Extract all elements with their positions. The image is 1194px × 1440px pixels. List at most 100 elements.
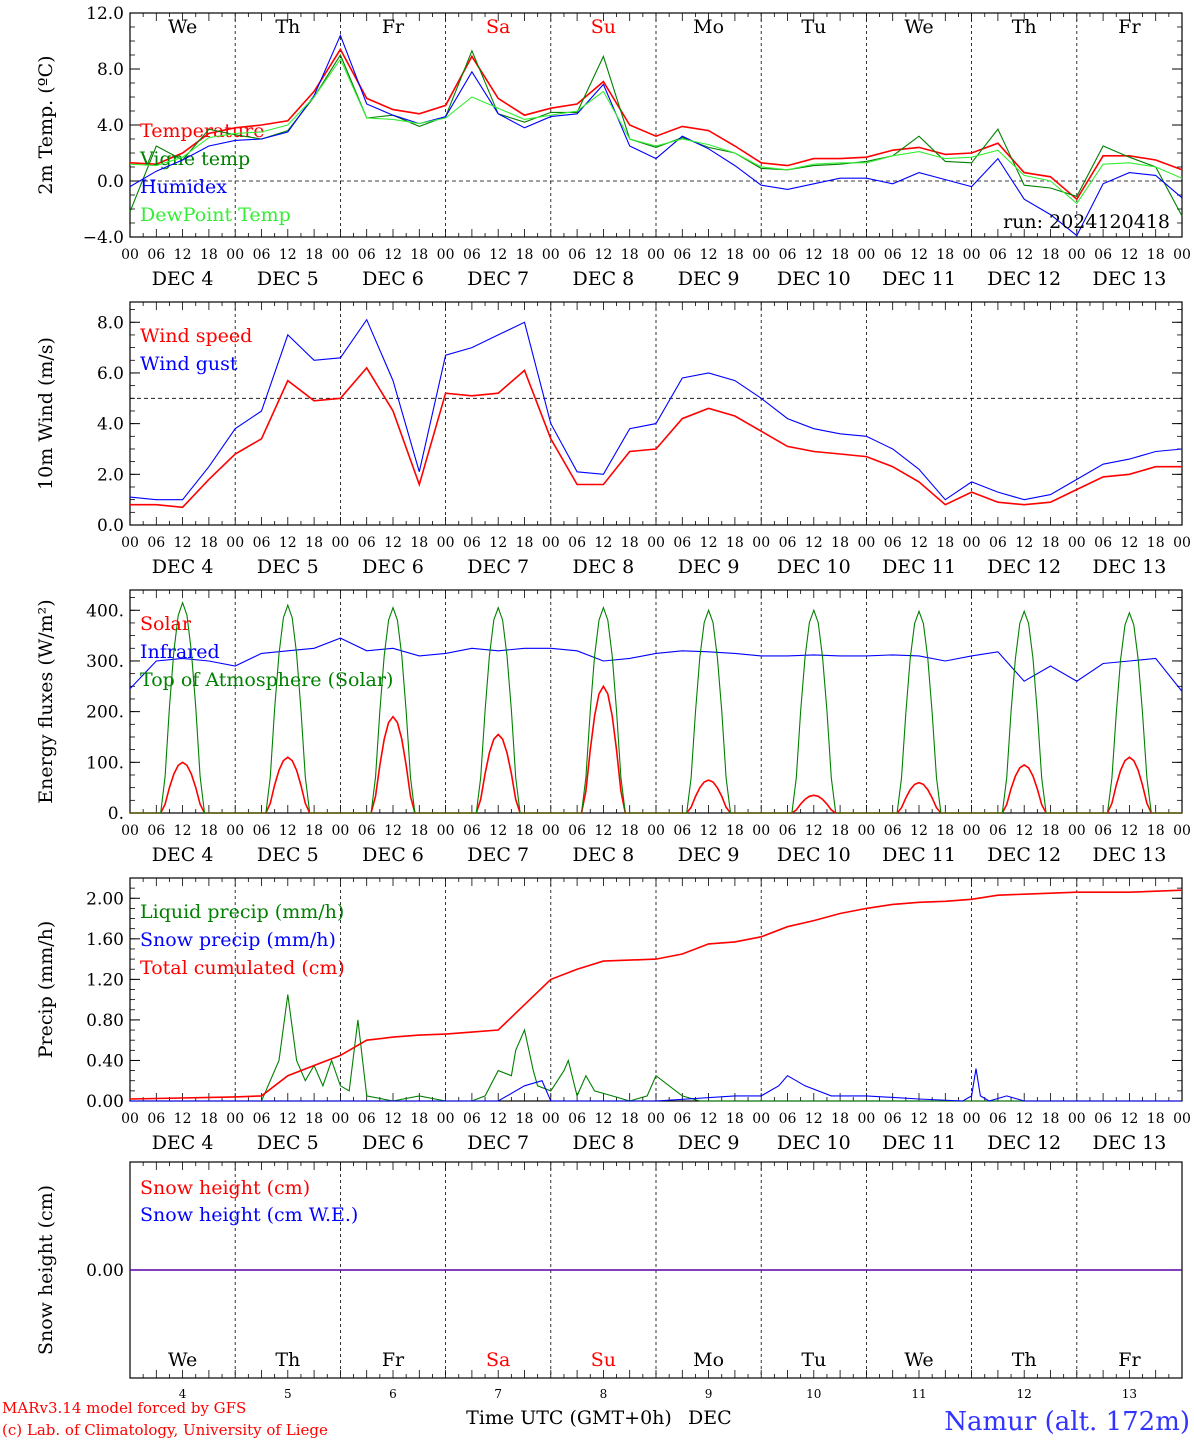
hour-tick-label: 00: [857, 535, 875, 551]
day-label: DEC 12: [987, 1132, 1061, 1154]
hour-tick-label: 12: [805, 823, 823, 839]
hour-tick-label: 18: [726, 247, 744, 263]
hour-tick-label: 00: [542, 1111, 560, 1127]
hour-tick-label: 06: [779, 247, 797, 263]
hour-tick-label: 00: [121, 535, 139, 551]
hour-tick-label: 06: [358, 535, 376, 551]
hour-tick-label: 18: [410, 247, 428, 263]
hour-tick-label: 00: [752, 823, 770, 839]
hour-tick-label: 18: [410, 823, 428, 839]
y-axis-label: 10m Wind (m/s): [35, 337, 57, 490]
hour-tick-label: 00: [1068, 1111, 1086, 1127]
day-label: DEC 5: [257, 1132, 319, 1154]
hour-tick-label: 00: [1068, 535, 1086, 551]
hour-tick-label: 00: [647, 1111, 665, 1127]
hour-tick-label: 12: [279, 535, 297, 551]
hour-tick-label: 12: [594, 535, 612, 551]
y-tick-label: 2.00: [86, 889, 124, 909]
hour-tick-label: 06: [358, 823, 376, 839]
hour-tick-label: 18: [936, 1111, 954, 1127]
hour-tick-label: 00: [752, 535, 770, 551]
weekday-label: Fr: [1118, 16, 1141, 38]
y-tick-label: 1.60: [86, 930, 124, 950]
day-label: DEC 9: [678, 1132, 740, 1154]
hour-tick-label: 18: [726, 535, 744, 551]
hour-tick-label: 18: [726, 1111, 744, 1127]
hour-tick-label: 18: [200, 247, 218, 263]
hour-tick-label: 18: [831, 535, 849, 551]
hour-tick-label: 12: [174, 823, 192, 839]
hour-tick-label: 00: [963, 535, 981, 551]
day-label: DEC 13: [1092, 844, 1166, 866]
hour-tick-label: 18: [936, 823, 954, 839]
day-label: DEC 12: [987, 268, 1061, 290]
legend-entry: Liquid precip (mm/h): [140, 901, 344, 923]
hour-tick-label: 12: [489, 1111, 507, 1127]
y-tick-label: 8.0: [97, 313, 124, 333]
series-line-dewpoint-temp: [129, 58, 1183, 205]
weekday-label: Su: [591, 1349, 616, 1371]
legend-entry: Solar: [140, 613, 192, 635]
hour-tick-label: 12: [1120, 1111, 1138, 1127]
day-number: 6: [389, 1387, 397, 1401]
hour-tick-label: 00: [437, 247, 455, 263]
y-tick-label: 0.: [108, 804, 124, 824]
hour-tick-label: 00: [647, 823, 665, 839]
y-tick-label: 100.: [86, 753, 124, 773]
hour-tick-label: 18: [1147, 535, 1165, 551]
day-label: DEC 13: [1092, 268, 1166, 290]
series-line-wind-gust: [129, 318, 1183, 501]
hour-tick-label: 18: [516, 535, 534, 551]
hour-tick-label: 00: [226, 1111, 244, 1127]
hour-tick-label: 06: [884, 247, 902, 263]
hour-tick-label: 00: [752, 1111, 770, 1127]
weekday-label: We: [904, 1349, 933, 1371]
hour-tick-label: 06: [147, 247, 165, 263]
legend-entry: Temperature: [140, 120, 264, 142]
hour-tick-label: 00: [1173, 1111, 1191, 1127]
hour-tick-label: 00: [437, 535, 455, 551]
day-label: DEC 11: [882, 268, 956, 290]
y-tick-label: 0.80: [86, 1011, 124, 1031]
y-axis-label: 2m Temp. (ºC): [35, 55, 57, 194]
weekday-label: We: [168, 16, 197, 38]
weekday-label: Mo: [693, 16, 724, 38]
day-number: 7: [494, 1387, 502, 1401]
hour-tick-label: 06: [253, 823, 271, 839]
hour-tick-label: 18: [621, 247, 639, 263]
legend-entry: DewPoint Temp: [140, 204, 291, 226]
weekday-label: Tu: [801, 1349, 826, 1371]
day-number: 8: [600, 1387, 608, 1401]
weekday-label: Sa: [486, 1349, 510, 1371]
day-label: DEC 8: [573, 1132, 635, 1154]
hour-tick-label: 06: [1094, 823, 1112, 839]
hour-tick-label: 06: [884, 823, 902, 839]
hour-tick-label: 00: [963, 247, 981, 263]
month-label: DEC: [688, 1407, 732, 1429]
day-label: DEC 7: [467, 268, 529, 290]
hour-tick-label: 18: [1042, 247, 1060, 263]
y-tick-label: 0.0: [97, 172, 124, 192]
hour-tick-label: 00: [1173, 823, 1191, 839]
day-label: DEC 5: [257, 844, 319, 866]
hour-tick-label: 18: [200, 535, 218, 551]
hour-tick-label: 06: [463, 535, 481, 551]
hour-tick-label: 18: [305, 535, 323, 551]
day-label: DEC 5: [257, 556, 319, 578]
y-tick-label: −4.0: [83, 228, 124, 248]
series-line-liquid-precip-mm-h-: [130, 994, 1182, 1102]
day-label: DEC 7: [467, 556, 529, 578]
station-label: Namur (alt. 172m): [944, 1407, 1190, 1437]
hour-tick-label: 06: [989, 247, 1007, 263]
day-label: DEC 6: [362, 844, 424, 866]
day-label: DEC 9: [678, 844, 740, 866]
weekday-label: Mo: [693, 1349, 724, 1371]
hour-tick-label: 12: [805, 535, 823, 551]
weekday-label: Fr: [382, 16, 405, 38]
hour-tick-label: 06: [253, 247, 271, 263]
hour-tick-label: 06: [673, 823, 691, 839]
x-axis-label: Time UTC (GMT+0h): [466, 1407, 672, 1429]
credit-line-1: MARv3.14 model forced by GFS: [2, 1399, 246, 1417]
day-number: 4: [179, 1387, 187, 1401]
